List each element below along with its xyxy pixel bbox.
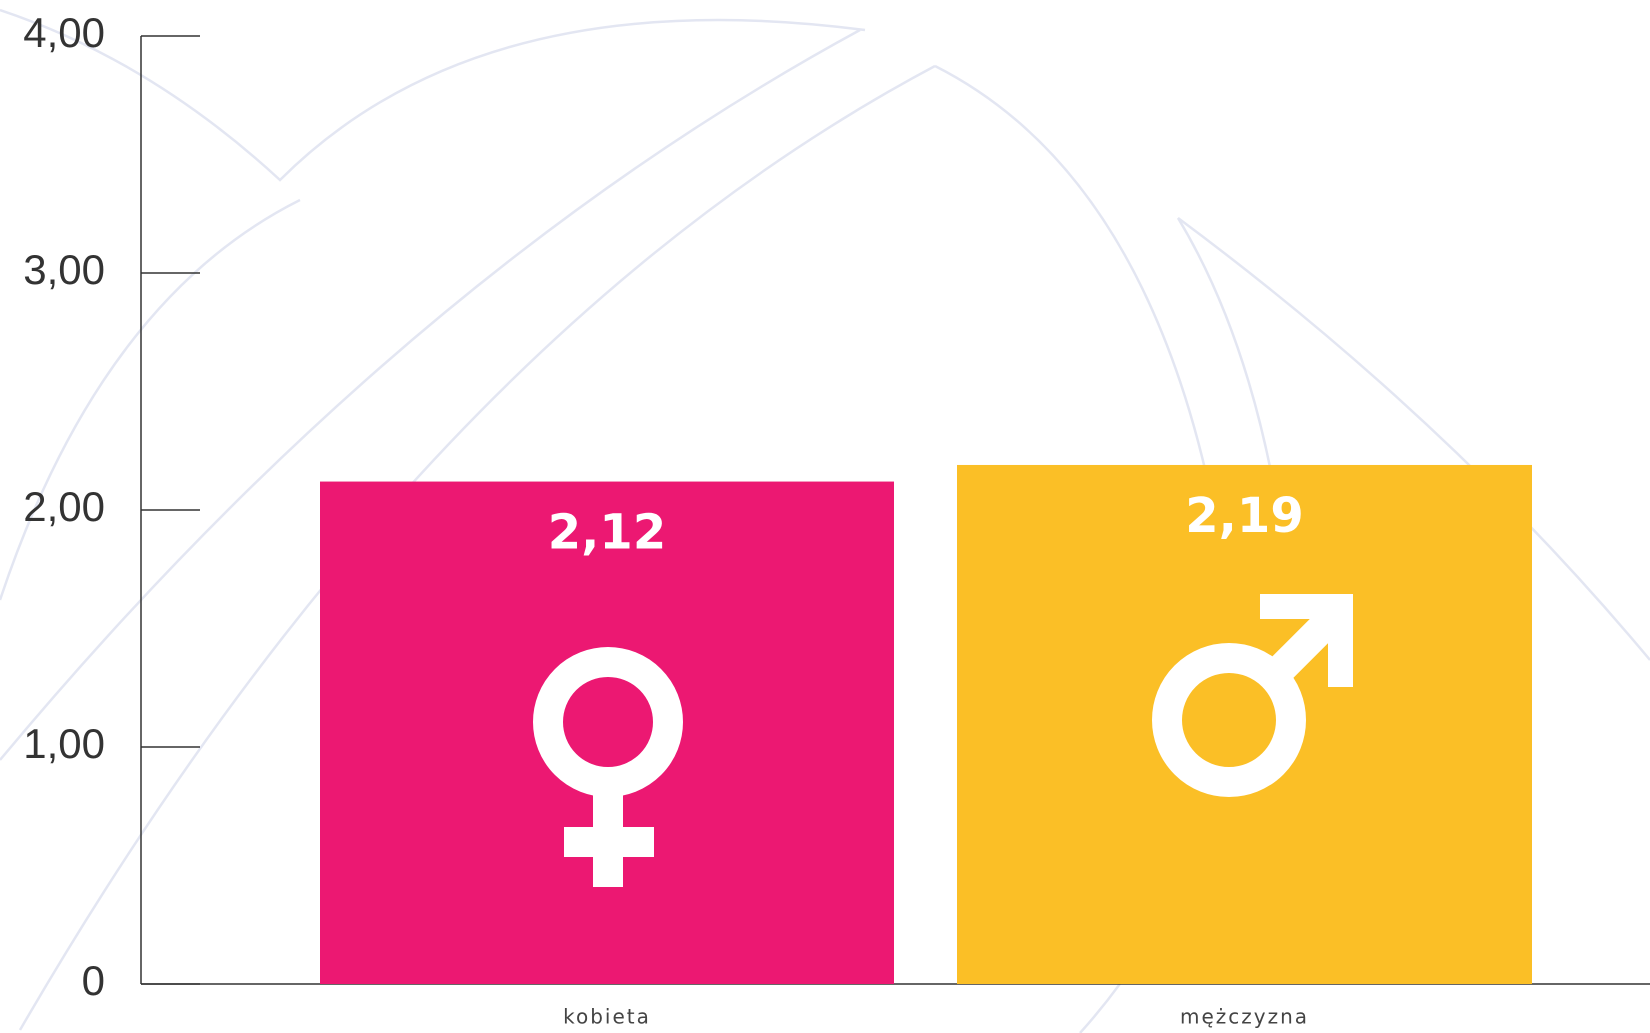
male-icon xyxy=(1152,594,1353,797)
x-tick-label: kobieta xyxy=(563,1005,651,1029)
female-icon xyxy=(533,647,683,887)
y-tick-label: 2,00 xyxy=(23,483,105,530)
value-label: 2,19 xyxy=(1185,488,1303,544)
value-label: 2,12 xyxy=(548,505,666,561)
x-tick-label: mężczyzna xyxy=(1180,1005,1309,1029)
y-tick-label: 3,00 xyxy=(23,246,105,293)
y-tick-label: 4,00 xyxy=(23,9,105,56)
y-tick-label: 0 xyxy=(82,957,105,1004)
bar xyxy=(320,481,894,984)
background-decoration xyxy=(0,8,1650,1033)
bar xyxy=(957,464,1532,985)
y-tick-label: 1,00 xyxy=(23,720,105,767)
